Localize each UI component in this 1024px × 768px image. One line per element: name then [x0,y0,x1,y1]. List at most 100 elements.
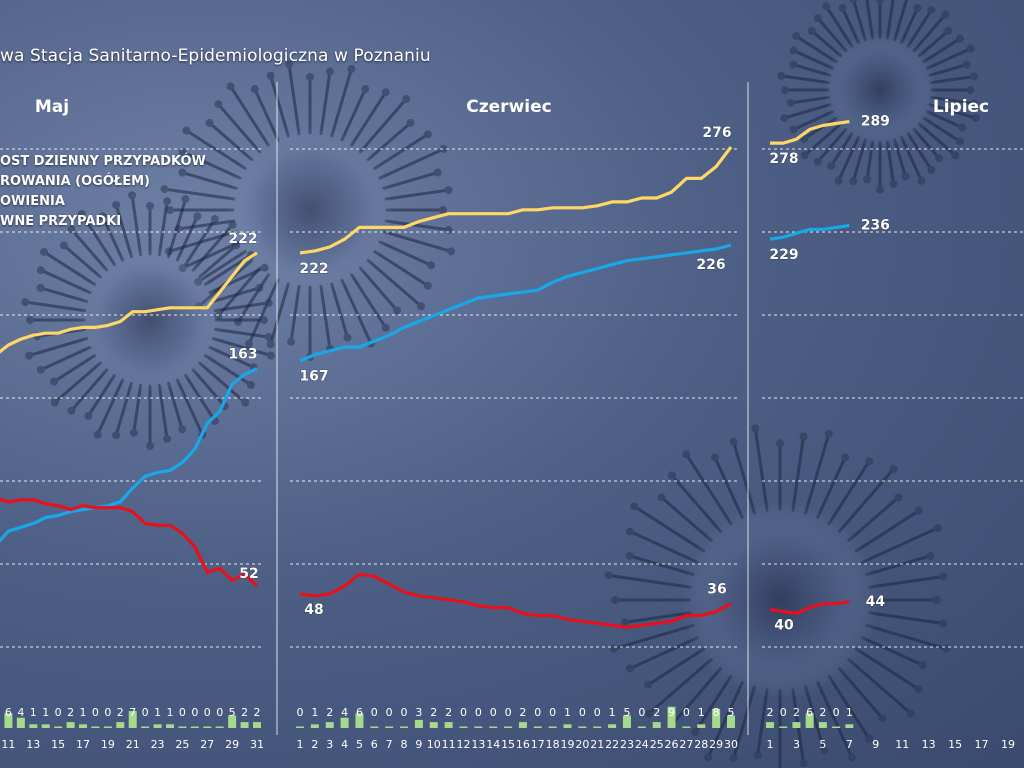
daily-value-label: 0 [371,706,378,719]
daily-value-label: 1 [42,706,49,719]
daily-value-label: 1 [564,706,571,719]
x-tick-label: 31 [250,738,264,751]
daily-value-label: 2 [241,706,248,719]
x-tick-label: 9 [415,738,422,751]
x-tick-label: 10 [427,738,441,751]
series-line-recovered [0,367,258,543]
daily-bar [54,726,63,728]
daily-bar [29,724,38,728]
x-tick-label: 14 [486,738,500,751]
gridlines [0,82,1024,735]
daily-bar [459,726,468,728]
daily-value-label: 0 [204,706,211,719]
daily-value-label: 2 [767,706,774,719]
month-header: Czerwiec [466,97,551,117]
x-tick-label: 13 [471,738,485,751]
daily-bar [766,722,774,728]
x-tick-label: 6 [371,738,378,751]
data-label-active: 52 [239,566,258,582]
x-tick-label: 9 [872,738,879,751]
daily-bar [518,722,527,728]
x-tick-label: 29 [225,738,239,751]
data-label-confirmed: 278 [769,151,798,167]
x-tick-label: 19 [561,738,575,751]
data-label-confirmed: 276 [702,125,731,141]
daily-bar [637,726,646,728]
series-line-confirmed [299,146,733,255]
daily-value-label: 0 [179,706,186,719]
daily-value-label: 6 [806,706,813,719]
source-caption: wa Stacja Sanitarno-Epidemiologiczna w P… [0,46,431,66]
daily-value-label: 0 [191,706,198,719]
daily-bar [228,715,237,728]
x-tick-label: 17 [76,738,90,751]
daily-bar [444,722,453,728]
x-tick-label: 21 [126,738,140,751]
daily-bar [385,726,394,728]
data-label-confirmed: 222 [299,261,328,277]
daily-bar [414,719,423,728]
daily-value-label: 0 [780,706,787,719]
series-line-recovered [769,223,850,241]
data-label-recovered: 229 [769,247,798,263]
daily-bar [832,726,841,728]
daily-value-label: 0 [579,706,586,719]
x-tick-label: 19 [1001,738,1015,751]
daily-bar [578,726,587,728]
series-line-recovered [299,243,732,363]
daily-bar [792,722,801,728]
series-line-confirmed [0,251,258,354]
x-tick-label: 23 [620,738,634,751]
daily-value-label: 1 [154,706,161,719]
daily-value-label: 6 [5,706,12,719]
daily-bar [190,726,199,728]
daily-bar [215,726,224,728]
daily-bar [91,726,100,728]
x-tick-label: 2 [311,738,318,751]
daily-bar [682,726,691,728]
virus-shape [21,191,275,450]
daily-value-label: 3 [415,706,422,719]
daily-bar [845,724,854,728]
data-label-recovered: 167 [299,369,328,385]
daily-bar [16,717,25,728]
daily-bar [340,717,349,728]
daily-bar [429,722,438,728]
daily-value-label: 6 [356,706,363,719]
daily-bar [805,713,814,728]
series-line-active [769,600,850,616]
daily-bar [667,706,676,728]
daily-value-label: 2 [254,706,261,719]
x-tick-label: 23 [151,738,165,751]
daily-bar [4,713,13,728]
daily-bar [355,713,364,728]
daily-value-label: 0 [92,706,99,719]
daily-value-label: 2 [519,706,526,719]
daily-value-label: 0 [534,706,541,719]
daily-bar [563,724,572,728]
daily-value-label: 4 [17,706,24,719]
x-tick-label: 16 [516,738,530,751]
x-tick-label: 13 [922,738,936,751]
x-tick-label: 18 [546,738,560,751]
x-tick-label: 17 [975,738,989,751]
x-tick-label: 27 [679,738,693,751]
daily-bar [400,726,409,728]
daily-bar [548,726,557,728]
data-label-confirmed: 289 [861,114,890,130]
daily-bar [296,726,304,728]
daily-value-label: 0 [297,706,304,719]
daily-bar [727,715,735,728]
daily-value-label: 0 [386,706,393,719]
daily-bar [66,722,75,728]
x-tick-label: 1 [767,738,774,751]
daily-value-label: 8 [713,706,720,719]
daily-bar [622,715,631,728]
daily-bar [116,722,125,728]
series-line-active [0,497,259,588]
legend-item-recovered: OWIENIA [0,194,65,209]
